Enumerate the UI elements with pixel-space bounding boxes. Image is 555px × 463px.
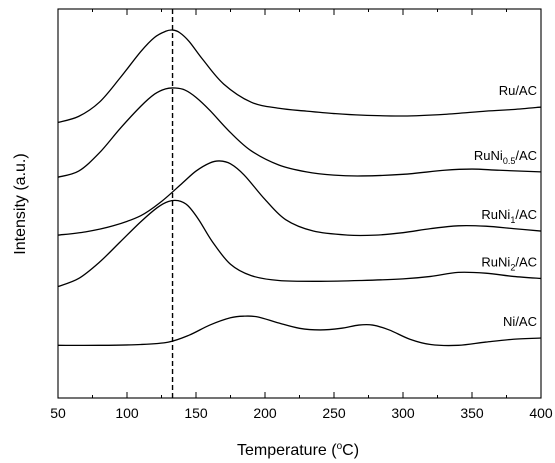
series-line	[57, 29, 542, 124]
series-label-base: Ni/AC	[503, 314, 537, 329]
series-label-tail: /AC	[515, 148, 537, 163]
x-tick-label: 100	[115, 405, 139, 421]
series-label: RuNi1/AC	[481, 207, 537, 225]
x-tick-label: 400	[529, 405, 553, 421]
y-axis-title: Intensity (a.u.)	[12, 153, 29, 254]
x-tick-label: 250	[322, 405, 346, 421]
x-axis-unit-close: C)	[342, 442, 359, 459]
series-group	[57, 29, 542, 347]
series-label-tail: /AC	[515, 207, 537, 222]
series-label-subscript: 0.5	[503, 156, 516, 166]
x-tick-label: 350	[460, 405, 484, 421]
series-label: RuNi2/AC	[481, 254, 537, 272]
series-line	[57, 199, 542, 288]
x-axis-title-text: Temperature	[237, 442, 327, 459]
series-line	[57, 160, 542, 237]
series-line	[57, 87, 542, 178]
x-axis-unit-degree: o	[337, 441, 343, 452]
series-label: RuNi0.5/AC	[474, 148, 537, 166]
series-label-tail: /AC	[515, 254, 537, 269]
series-label: Ru/AC	[499, 83, 537, 98]
plot-frame	[57, 8, 542, 399]
series-label-base: RuNi	[474, 148, 503, 163]
x-tick-label: 200	[253, 405, 277, 421]
x-tick-label: 300	[391, 405, 415, 421]
series-label-base: RuNi	[481, 254, 510, 269]
x-axis-unit-open: (	[331, 442, 337, 459]
series-label-subscript: 2	[510, 262, 515, 272]
plot-border	[57, 8, 542, 399]
x-tick-label: 150	[184, 405, 208, 421]
series-line	[57, 315, 542, 347]
series-label-base: Ru/AC	[499, 83, 537, 98]
series-label-base: RuNi	[481, 207, 510, 222]
series-label-subscript: 1	[510, 215, 515, 225]
x-tick-label: 50	[50, 405, 66, 421]
x-axis-title: Temperature (oC)	[237, 441, 359, 459]
series-label: Ni/AC	[503, 314, 537, 329]
x-axis-ticks: 50 100 150 200 250 300 350 400	[50, 9, 553, 421]
